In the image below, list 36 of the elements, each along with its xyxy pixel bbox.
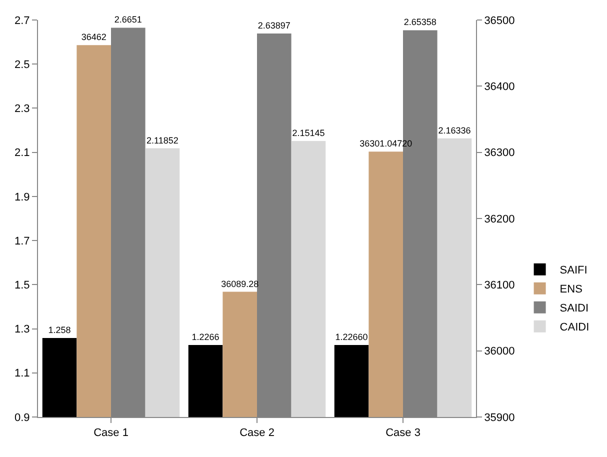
data-label: 1.22660 — [335, 332, 368, 342]
data-label: 2.15145 — [292, 128, 325, 138]
y-tick-label: 2.5 — [14, 58, 30, 71]
y2-tick-label: 36300 — [484, 147, 515, 160]
data-label: 36089.28 — [221, 278, 259, 289]
y-tick-label: 2.1 — [14, 147, 30, 160]
data-label: 36462 — [81, 32, 106, 42]
data-label: 2.11852 — [146, 135, 178, 146]
data-label: 2.6651 — [114, 14, 142, 25]
y2-tick-label: 36500 — [484, 14, 515, 27]
y-tick-label: 1.5 — [14, 280, 30, 292]
y-tick-label: 2.3 — [14, 103, 30, 116]
y-tick-label: 1.3 — [14, 324, 30, 336]
y2-tick-label: 36000 — [484, 346, 515, 358]
data-label: 36301.04720 — [360, 138, 412, 149]
data-label: 2.63897 — [258, 20, 290, 30]
y-tick-label: 0.9 — [14, 412, 30, 424]
y2-tick-label: 35900 — [484, 412, 515, 424]
y2-tick-label: 36400 — [484, 81, 515, 94]
x-tick-label: Case 2 — [240, 427, 274, 440]
legend-label: SAIDI — [560, 302, 589, 315]
y-tick-label: 2.7 — [14, 14, 30, 27]
legend-label: ENS — [560, 284, 582, 296]
legend-label: CAIDI — [560, 322, 590, 334]
data-label: 2.65358 — [404, 17, 436, 28]
x-tick-label: Case 1 — [94, 427, 128, 440]
legend-label: SAIFI — [560, 264, 588, 277]
x-tick-label: Case 3 — [386, 427, 420, 440]
y-tick-label: 1.7 — [14, 235, 30, 248]
y-tick-label: 1.1 — [14, 368, 30, 380]
data-label: 1.258 — [48, 325, 71, 336]
data-label: 2.16336 — [438, 125, 471, 136]
y-tick-label: 1.9 — [14, 191, 30, 204]
data-label: 1.2266 — [192, 332, 220, 342]
y2-tick-label: 36200 — [484, 213, 515, 226]
y2-tick-label: 36100 — [484, 280, 515, 292]
